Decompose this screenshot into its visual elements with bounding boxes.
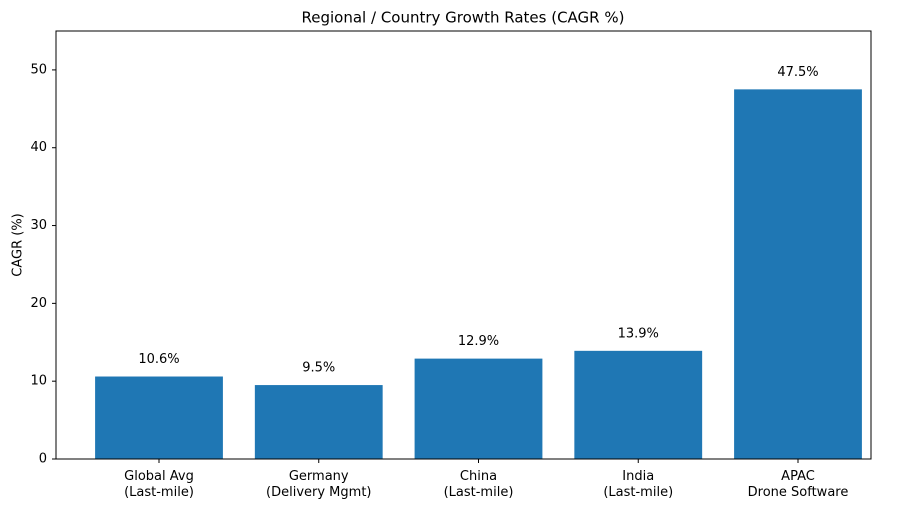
- x-tick-label: India (Last-mile): [603, 469, 673, 500]
- plot-frame: [55, 30, 872, 460]
- value-label: 9.5%: [302, 361, 335, 376]
- bar: [734, 89, 862, 459]
- chart-title: Regional / Country Growth Rates (CAGR %): [302, 9, 625, 27]
- x-tick-label: Global Avg (Last-mile): [124, 469, 194, 500]
- bar: [254, 385, 383, 459]
- x-tick-label: Germany (Delivery Mgmt): [266, 469, 371, 500]
- bar: [414, 358, 543, 459]
- y-tick-label: 10: [30, 374, 47, 389]
- value-label: 12.9%: [458, 334, 499, 349]
- value-label: 47.5%: [777, 65, 818, 80]
- value-label: 13.9%: [618, 326, 659, 341]
- x-tick-label: APAC Drone Software: [748, 469, 849, 500]
- bar: [95, 376, 223, 459]
- y-tick-label: 40: [30, 140, 47, 155]
- y-tick-label: 30: [30, 218, 47, 233]
- y-tick-label: 0: [39, 452, 47, 467]
- y-axis-label: CAGR (%): [11, 213, 26, 276]
- bar: [574, 350, 703, 459]
- y-tick-label: 50: [30, 62, 47, 77]
- y-tick-label: 20: [30, 296, 47, 311]
- value-label: 10.6%: [138, 352, 179, 367]
- x-tick-label: China (Last-mile): [444, 469, 514, 500]
